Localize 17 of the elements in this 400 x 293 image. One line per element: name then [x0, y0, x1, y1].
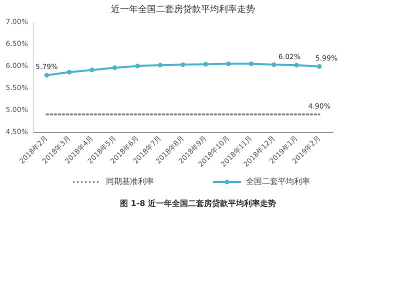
caption: 图 1-8 近一年全国二套房贷款平均利率走势 — [120, 198, 276, 208]
point — [44, 72, 49, 78]
point — [272, 62, 276, 68]
point — [112, 65, 118, 70]
point — [135, 64, 140, 68]
legend-label: 全国二套平均利率 — [246, 177, 310, 186]
point — [317, 64, 322, 69]
point — [203, 62, 208, 67]
point — [158, 62, 163, 68]
legend-label: 同期基准利率 — [106, 177, 154, 186]
point — [67, 70, 72, 74]
point — [248, 61, 254, 66]
point — [226, 61, 231, 66]
point — [180, 62, 186, 68]
point — [294, 62, 299, 68]
chart-title: 近一年全国二套房贷款平均利率走势 — [111, 4, 255, 15]
point — [90, 68, 94, 72]
